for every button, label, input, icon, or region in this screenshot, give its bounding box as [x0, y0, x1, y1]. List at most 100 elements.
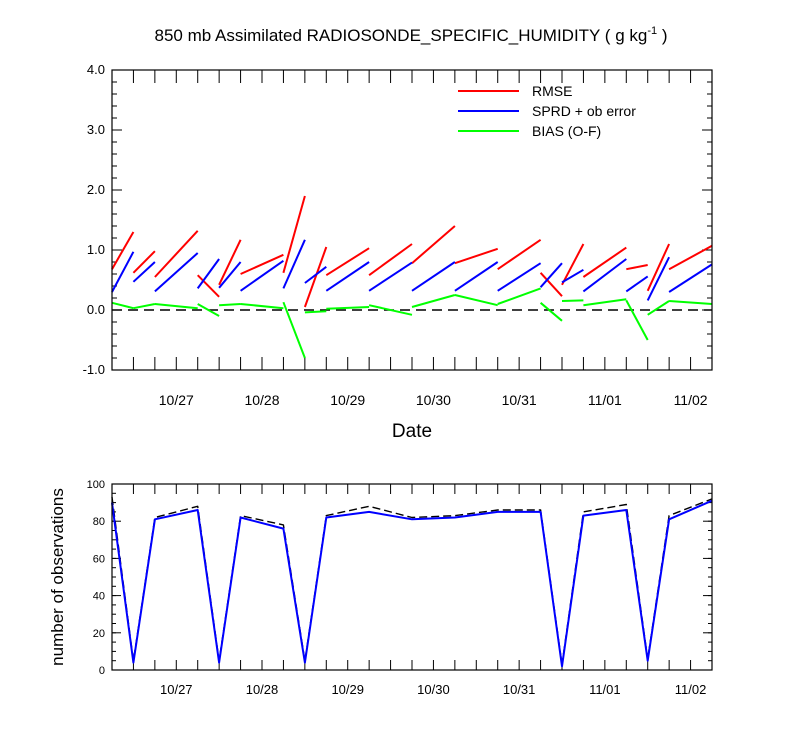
- bias-line-segment: [368, 304, 413, 316]
- rmse-line-segment: [626, 264, 648, 271]
- bias-line-segment: [282, 301, 306, 359]
- bias-line-segment: [133, 303, 156, 310]
- y-tick-label: 80: [93, 516, 105, 528]
- sprd-line-segment: [368, 261, 413, 292]
- x-tick-label: 10/31: [503, 682, 536, 697]
- y-tick-label: 0: [99, 665, 105, 677]
- sprd-line-segment: [497, 262, 542, 292]
- y-tick-label: 100: [87, 479, 105, 491]
- bias-line-segment: [539, 302, 563, 322]
- sprd-line-segment: [325, 261, 370, 292]
- y-tick-label: 2.0: [87, 182, 105, 197]
- bias-line-segment: [454, 294, 498, 307]
- legend: RMSE SPRD + ob error BIAS (O-F): [458, 83, 636, 139]
- y-tick-label: 60: [93, 553, 105, 565]
- bias-line-segment: [111, 301, 134, 310]
- bias-line-segment: [219, 303, 241, 307]
- sprd-line-segment: [218, 261, 242, 289]
- x-tick-label: 11/01: [589, 682, 621, 697]
- x-tick-label: 10/31: [502, 392, 537, 408]
- rmse-line-segment: [240, 253, 284, 275]
- x-tick-label: 10/27: [159, 392, 194, 408]
- rmse-line-segment: [539, 272, 563, 297]
- y-tick-label: 4.0: [87, 62, 105, 77]
- sprd-line-segment: [646, 256, 670, 301]
- rmse-line-segment: [582, 246, 627, 278]
- rmse-line-segment: [154, 230, 199, 278]
- x-tick-label: 11/02: [674, 392, 708, 408]
- top-plot-frame: [111, 69, 713, 371]
- rmse-line-segment: [218, 239, 242, 286]
- x-tick-label: 10/28: [246, 682, 279, 697]
- bottom-panel: 0 20 40 60 80 100 10/27 10/28 10/29 10/30 10/31 11/…: [87, 479, 713, 697]
- rmse-line-segment: [111, 231, 135, 270]
- sprd-line-segment: [132, 261, 156, 283]
- rmse-line-segment: [303, 246, 328, 308]
- rmse-line-segment: [325, 247, 370, 277]
- sprd-line-segment: [282, 239, 306, 289]
- rmse-line-segment: [411, 225, 456, 264]
- y-tick-label: 40: [93, 591, 105, 603]
- x-axis-label: Date: [392, 421, 432, 442]
- sprd-line-segment: [625, 275, 649, 293]
- bias-line-segment: [669, 300, 713, 305]
- x-tick-label: 10/30: [417, 682, 450, 697]
- x-tick-label: 10/29: [331, 682, 364, 697]
- rmse-line-segment: [196, 274, 220, 298]
- rmse-line-segment: [646, 243, 671, 292]
- x-tick-label: 11/01: [588, 392, 622, 408]
- observations-assimilated-line: [111, 499, 713, 668]
- y-tick-label: 0.0: [87, 302, 105, 317]
- bias-line-segment: [197, 303, 220, 317]
- bias-line-segment: [497, 287, 541, 305]
- bias-line-segment: [561, 299, 584, 302]
- x-tick-label: 10/30: [416, 392, 451, 408]
- y-axis-label-observations: number of observations: [48, 488, 67, 666]
- top-panel: -1.0 0.0 1.0 2.0 3.0 4.0 10/27 10/28 10/29 10/30 1…: [83, 62, 713, 408]
- sprd-line-segment: [304, 266, 327, 284]
- sprd-line-segment: [196, 258, 220, 289]
- bias-line-segment: [625, 299, 649, 341]
- sprd-line-segment: [454, 261, 499, 292]
- sprd-line-segment: [240, 259, 284, 292]
- x-tick-label: 10/28: [244, 392, 279, 408]
- x-tick-label: 10/27: [160, 682, 193, 697]
- legend-label-bias: BIAS (O-F): [532, 123, 601, 139]
- bias-line-segment: [326, 306, 370, 310]
- rmse-line-segment: [561, 243, 585, 286]
- bias-line-segment: [583, 298, 627, 307]
- bias-line-segment: [154, 303, 198, 310]
- sprd-line-segment: [111, 251, 135, 293]
- y-tick-label: 20: [93, 628, 105, 640]
- chart-title-end: ): [657, 26, 667, 45]
- bottom-plot-frame: [111, 483, 713, 671]
- bias-line-segment: [647, 300, 670, 316]
- x-tick-label: 11/02: [675, 682, 707, 697]
- x-tick-label: 10/29: [330, 392, 365, 408]
- sprd-line-segment: [582, 258, 627, 293]
- rmse-line-segment: [132, 250, 156, 274]
- rmse-line-segment: [282, 195, 306, 274]
- observations-available-line: [111, 496, 713, 666]
- legend-label-sprd: SPRD + ob error: [532, 103, 636, 119]
- bias-line-segment: [304, 310, 327, 314]
- sprd-line-segment: [154, 252, 199, 293]
- sprd-line-segment: [668, 263, 713, 293]
- sprd-line-segment: [539, 262, 563, 288]
- rmse-line-segment: [368, 243, 413, 277]
- rmse-line-segment: [668, 244, 713, 271]
- bias-line-segment: [411, 294, 456, 308]
- y-tick-label: -1.0: [83, 362, 105, 377]
- chart-title-main: 850 mb Assimilated RADIOSONDE_SPECIFIC_H…: [155, 26, 648, 45]
- chart-title-units-exponent: -1: [647, 25, 657, 37]
- rmse-line-segment: [497, 238, 542, 271]
- y-tick-label: 3.0: [87, 122, 105, 137]
- sprd-line-segment: [411, 261, 456, 292]
- y-tick-label: 1.0: [87, 242, 105, 257]
- rmse-line-segment: [454, 247, 499, 265]
- legend-label-rmse: RMSE: [532, 83, 572, 99]
- bias-line-segment: [240, 303, 284, 310]
- sprd-line-segment: [561, 268, 584, 284]
- chart-title: 850 mb Assimilated RADIOSONDE_SPECIFIC_H…: [155, 25, 668, 45]
